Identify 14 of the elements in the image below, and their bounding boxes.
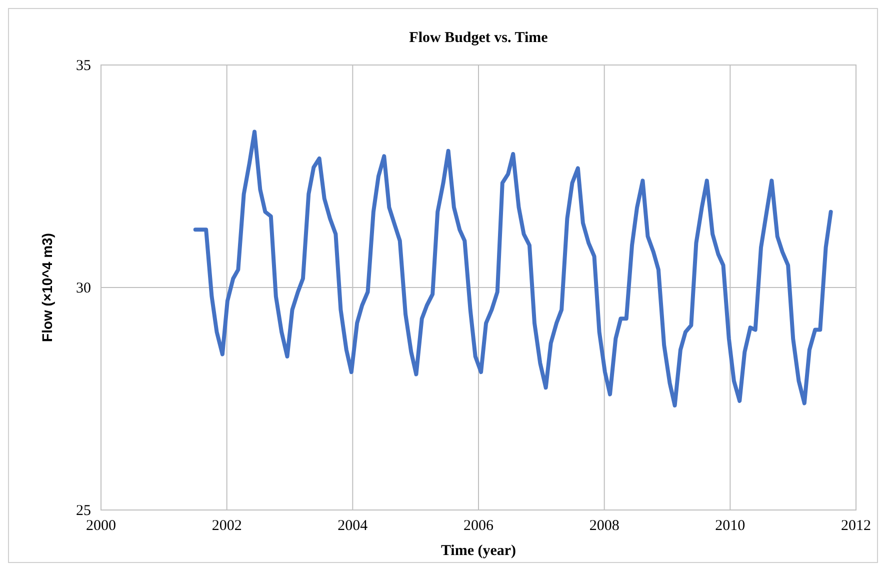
chart-title: Flow Budget vs. Time <box>409 30 548 46</box>
x-tick-label: 2006 <box>464 518 494 534</box>
x-tick-label: 2004 <box>338 518 368 534</box>
x-tick-label: 2012 <box>841 518 871 534</box>
y-tick-label: 30 <box>76 280 91 296</box>
x-axis-title: Time (year) <box>440 543 516 559</box>
x-tick-label: 2010 <box>715 518 746 534</box>
x-tick-label: 2008 <box>589 518 620 534</box>
y-axis-title: Flow (×10^4 m3) <box>39 233 55 342</box>
y-tick-label: 35 <box>76 58 91 74</box>
x-tick-label: 2002 <box>212 518 242 534</box>
y-tick-label: 25 <box>76 503 91 519</box>
line-series <box>193 130 833 408</box>
x-tick-label: 2000 <box>86 518 116 534</box>
